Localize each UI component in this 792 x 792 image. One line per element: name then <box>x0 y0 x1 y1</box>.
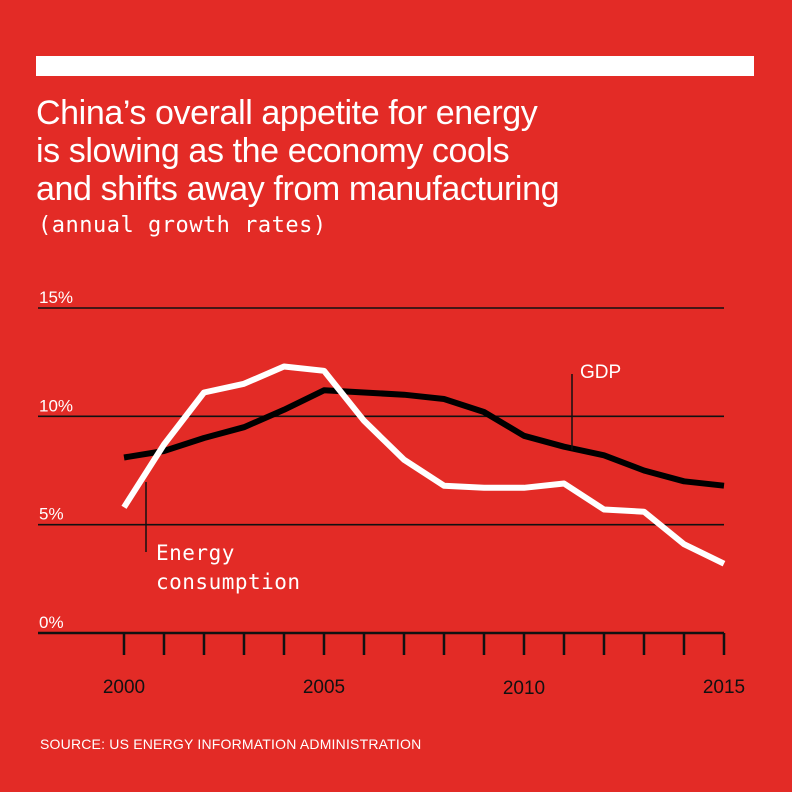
chart-subtitle: (annual growth rates) <box>38 213 327 238</box>
top-accent-bar <box>36 56 754 76</box>
energy-series-label: consumption <box>156 570 301 594</box>
x-tick-label: 2005 <box>303 677 345 698</box>
y-tick-label: 5% <box>39 505 64 524</box>
x-tick-label: 2000 <box>103 677 145 698</box>
series-line-energy <box>121 363 726 567</box>
chart-title-line: and shifts away from manufacturing <box>36 170 560 208</box>
series-line-gdp <box>123 387 725 489</box>
chart-title-line: is slowing as the economy cools <box>36 132 510 170</box>
energy-series-label: Energy <box>156 541 235 565</box>
chart-title: China’s overall appetite for energy is s… <box>36 94 776 208</box>
x-tick-label: 2010 <box>503 678 545 699</box>
source-note: SOURCE: US ENERGY INFORMATION ADMINISTRA… <box>40 736 422 752</box>
y-tick-label: 0% <box>39 613 64 632</box>
x-tick-label: 2015 <box>703 677 745 698</box>
chart-title-line: China’s overall appetite for energy <box>36 94 538 132</box>
gdp-series-label: GDP <box>580 362 621 383</box>
y-tick-label: 15% <box>39 288 73 307</box>
y-tick-label: 10% <box>39 396 73 415</box>
